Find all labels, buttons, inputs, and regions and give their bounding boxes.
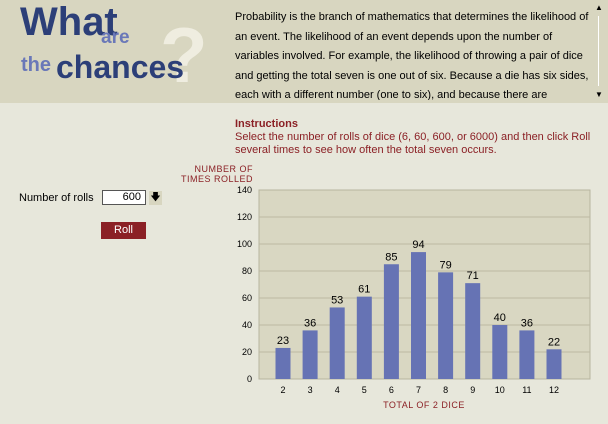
header: ? What are the chances Probability is th…: [0, 0, 608, 103]
x-tick-label: 10: [495, 385, 505, 395]
y-tick-label: 40: [242, 320, 252, 330]
y-tick-label: 80: [242, 266, 252, 276]
rolls-label: Number of rolls: [19, 192, 94, 204]
x-tick-label: 7: [416, 385, 421, 395]
logo-word-chances: chances: [56, 49, 185, 85]
y-axis-label-line1: NUMBER OF: [195, 164, 254, 174]
bar-4: [329, 307, 345, 379]
bar-8: [438, 272, 454, 379]
bar-value-label: 85: [385, 251, 397, 263]
dropdown-arrow-icon[interactable]: 🡇: [149, 191, 162, 205]
x-tick-label: 5: [362, 385, 367, 395]
bar-9: [465, 283, 481, 379]
intro-scrollbar[interactable]: ▲ ▼: [592, 0, 606, 103]
bar-12: [546, 349, 562, 379]
intro-text: Probability is the branch of mathematics…: [235, 11, 589, 100]
y-tick-label: 60: [242, 293, 252, 303]
logo-word-what: What: [20, 0, 118, 44]
x-tick-label: 12: [549, 385, 559, 395]
bar-5: [356, 296, 372, 379]
y-tick-label: 0: [247, 374, 252, 384]
x-tick-label: 9: [470, 385, 475, 395]
y-axis-label-line2: TIMES ROLLED: [181, 174, 253, 184]
x-axis-label: TOTAL OF 2 DICE: [383, 400, 465, 410]
x-tick-label: 3: [308, 385, 313, 395]
roll-button[interactable]: Roll: [101, 222, 146, 239]
bar-value-label: 22: [548, 336, 560, 348]
y-tick-label: 140: [237, 185, 252, 195]
bar-value-label: 36: [521, 317, 533, 329]
x-tick-label: 6: [389, 385, 394, 395]
bar-value-label: 94: [412, 239, 424, 251]
bar-6: [383, 264, 399, 379]
y-tick-label: 100: [237, 239, 252, 249]
bar-value-label: 79: [439, 259, 451, 271]
x-tick-label: 2: [280, 385, 285, 395]
logo-word-are: are: [101, 27, 130, 48]
instructions-text: Select the number of rolls of dice (6, 6…: [235, 131, 591, 156]
logo-question-mark: ?: [160, 11, 208, 99]
bar-11: [519, 330, 535, 379]
bar-value-label: 23: [277, 335, 289, 347]
rolls-select[interactable]: 600: [102, 190, 146, 205]
logo: ? What are the chances: [0, 0, 225, 103]
y-tick-label: 120: [237, 212, 252, 222]
bar-value-label: 61: [358, 284, 370, 296]
x-tick-label: 4: [335, 385, 340, 395]
x-tick-label: 11: [522, 385, 531, 395]
scroll-up-icon[interactable]: ▲: [595, 3, 603, 12]
scroll-down-icon[interactable]: ▼: [595, 90, 603, 99]
bar-7: [411, 252, 426, 379]
bar-2: [275, 347, 291, 379]
scroll-track[interactable]: [598, 16, 599, 86]
bar-value-label: 53: [331, 294, 343, 306]
bar-3: [302, 330, 318, 379]
bar-10: [492, 325, 508, 379]
instructions-title: Instructions: [235, 118, 298, 130]
x-tick-label: 8: [443, 385, 448, 395]
bar-value-label: 40: [494, 312, 506, 324]
bar-value-label: 71: [467, 270, 479, 282]
y-tick-label: 20: [242, 347, 252, 357]
bar-value-label: 36: [304, 317, 316, 329]
logo-word-the: the: [21, 54, 51, 76]
